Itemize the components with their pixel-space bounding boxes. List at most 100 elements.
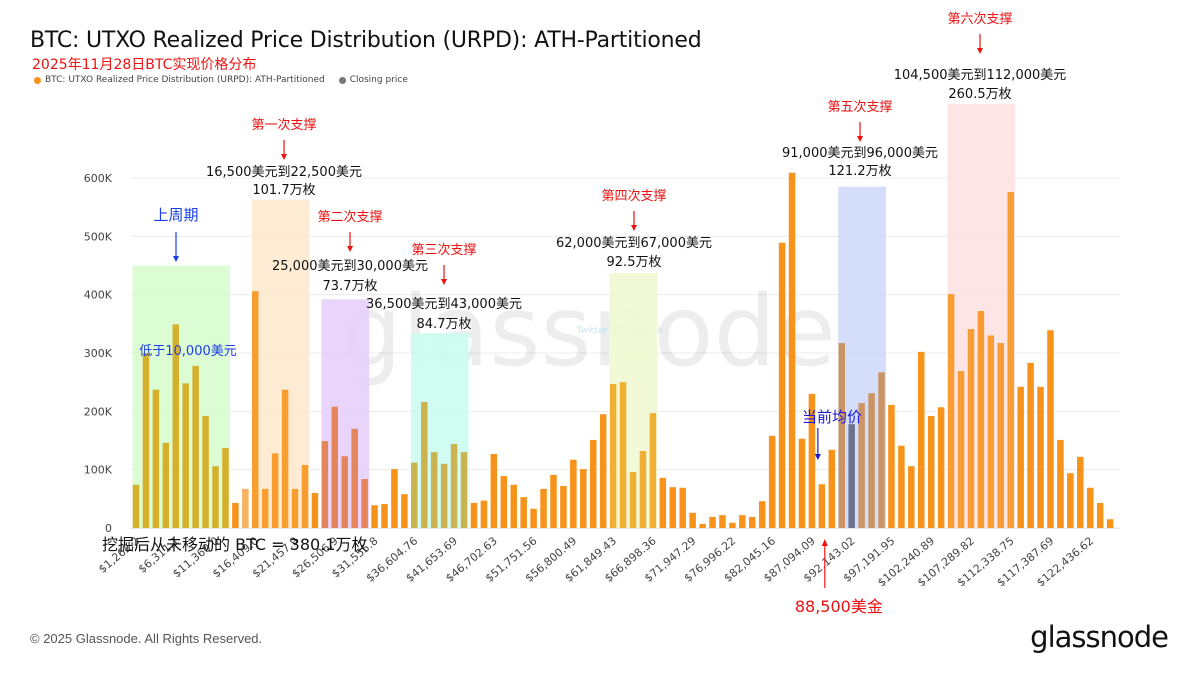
bar bbox=[739, 515, 746, 528]
bar bbox=[1047, 330, 1054, 528]
bar bbox=[281, 389, 289, 528]
zone-range-label: 25,000美元到30,000美元 bbox=[272, 259, 428, 274]
bar bbox=[1017, 386, 1024, 528]
legend-label: BTC: UTXO Realized Price Distribution (U… bbox=[45, 75, 325, 85]
bar bbox=[609, 383, 617, 528]
bar bbox=[540, 488, 547, 528]
bar bbox=[192, 365, 199, 528]
zone-amount-label: 73.7万枚 bbox=[323, 279, 378, 294]
zone-highlight bbox=[410, 333, 469, 528]
bar bbox=[570, 459, 577, 528]
bar bbox=[639, 451, 647, 528]
unmoved-btc-label: 挖掘后从未移动的 BTC = 380.1万枚 bbox=[102, 535, 367, 554]
bar bbox=[987, 335, 995, 528]
zone-range-label: 36,500美元到43,000美元 bbox=[366, 297, 522, 312]
zone-name-label: 第六次支撑 bbox=[947, 11, 1012, 27]
copyright: © 2025 Glassnode. All Rights Reserved. bbox=[30, 631, 263, 646]
bar bbox=[1007, 192, 1014, 528]
y-tick-label: 300K bbox=[84, 347, 113, 360]
bar bbox=[301, 465, 309, 528]
bar bbox=[778, 242, 786, 528]
arrow-head-icon bbox=[281, 154, 287, 160]
zone-range-label: 低于10,000美元 bbox=[139, 344, 237, 359]
bar bbox=[947, 294, 955, 528]
zone-amount-label: 260.5万枚 bbox=[948, 87, 1011, 102]
zone-name-label: 第三次支撑 bbox=[411, 242, 476, 258]
bar bbox=[1077, 456, 1084, 528]
bar bbox=[997, 343, 1005, 528]
bar bbox=[252, 291, 259, 528]
bar bbox=[490, 453, 498, 528]
bar bbox=[719, 515, 726, 528]
bar bbox=[908, 466, 915, 528]
bar bbox=[838, 343, 845, 528]
zone-name-label: 第一次支撑 bbox=[251, 117, 316, 133]
bar bbox=[530, 508, 537, 528]
bar bbox=[898, 445, 905, 528]
zone-name-label: 第二次支撑 bbox=[317, 209, 382, 225]
bar bbox=[242, 488, 249, 528]
bar bbox=[858, 403, 865, 528]
bar bbox=[470, 502, 478, 528]
bar bbox=[351, 428, 358, 528]
zone-range-label: 104,500美元到112,000美元 bbox=[894, 68, 1067, 83]
arrow-head-icon bbox=[857, 136, 863, 142]
bar bbox=[878, 372, 885, 528]
y-tick-label: 0 bbox=[105, 522, 112, 535]
legend-item-closing-price[interactable]: Closing price bbox=[338, 75, 408, 85]
legend-item-urpd[interactable]: BTC: UTXO Realized Price Distribution (U… bbox=[34, 75, 325, 85]
bar bbox=[331, 406, 339, 528]
bar bbox=[927, 416, 935, 528]
bar bbox=[768, 435, 776, 528]
arrow-head-icon bbox=[814, 454, 821, 460]
bar bbox=[271, 453, 279, 528]
zone-amount-label: 84.7万枚 bbox=[417, 317, 472, 332]
bar bbox=[818, 484, 826, 528]
bar bbox=[758, 501, 766, 528]
bar bbox=[699, 523, 706, 528]
legend-label: Closing price bbox=[349, 75, 408, 85]
bar bbox=[669, 487, 677, 528]
price-marker-label: 88,500美金 bbox=[795, 597, 883, 616]
zone-amount-label: 121.2万枚 bbox=[828, 164, 891, 179]
y-tick-label: 500K bbox=[84, 230, 113, 243]
bar bbox=[599, 414, 607, 528]
bar bbox=[1067, 473, 1074, 528]
zone-name-label: 上周期 bbox=[153, 206, 198, 224]
bar bbox=[480, 500, 488, 528]
glassnode-logo[interactable]: glassnode bbox=[1030, 620, 1169, 654]
bar bbox=[868, 393, 875, 528]
bar bbox=[460, 452, 468, 528]
bar bbox=[550, 474, 557, 528]
bar bbox=[788, 172, 796, 528]
arrow-head-icon bbox=[347, 246, 353, 252]
bar bbox=[321, 441, 329, 528]
arrow-head-icon bbox=[441, 279, 447, 285]
y-tick-label: 400K bbox=[84, 289, 113, 302]
bar bbox=[520, 497, 527, 528]
legend-dot-icon bbox=[34, 76, 41, 84]
bar bbox=[828, 449, 836, 528]
bar bbox=[500, 476, 508, 528]
bar bbox=[172, 324, 180, 528]
y-axis: 0 100K 200K 300K 400K 500K 600K bbox=[84, 172, 113, 535]
bar bbox=[311, 493, 319, 528]
zone-name-label: 第四次支撑 bbox=[601, 188, 666, 204]
bar bbox=[440, 463, 448, 528]
bar bbox=[341, 456, 348, 528]
bar bbox=[918, 351, 925, 528]
legend: BTC: UTXO Realized Price Distribution (U… bbox=[34, 75, 408, 85]
bar bbox=[749, 516, 756, 528]
bar bbox=[430, 452, 438, 528]
bar bbox=[450, 444, 458, 528]
chart-title: BTC: UTXO Realized Price Distribution (U… bbox=[30, 28, 702, 53]
legend-dot-icon bbox=[338, 76, 346, 84]
bar bbox=[162, 442, 170, 528]
arrow-up-icon bbox=[821, 539, 828, 546]
y-tick-label: 100K bbox=[84, 464, 113, 477]
bar bbox=[361, 479, 368, 528]
bar bbox=[689, 512, 696, 528]
bar bbox=[1027, 362, 1034, 528]
bar bbox=[391, 469, 398, 528]
arrow-head-icon bbox=[977, 48, 983, 54]
